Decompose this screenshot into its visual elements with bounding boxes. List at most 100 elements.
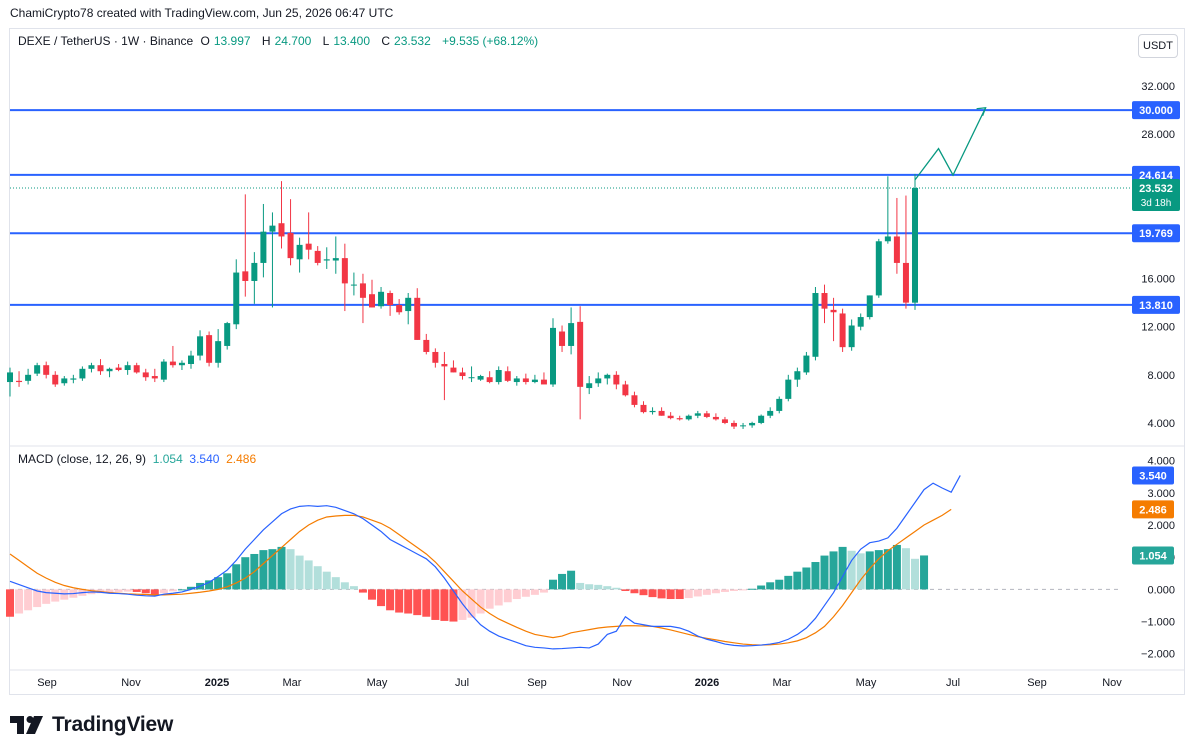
macd-histogram-bar <box>503 589 512 603</box>
candle-body <box>206 335 213 363</box>
macd-histogram-bar <box>177 589 186 591</box>
candle-body <box>640 404 647 413</box>
candle-body <box>260 231 267 263</box>
macd-histogram-bar <box>259 550 268 590</box>
candle-body <box>16 380 23 383</box>
candle-body <box>803 355 810 373</box>
macd-histogram-bar <box>214 577 223 590</box>
candle-body <box>902 262 909 303</box>
macd-histogram-bar <box>720 589 729 592</box>
macd-histogram-bar <box>530 589 539 595</box>
macd-histogram-bar <box>594 584 603 590</box>
level-label: 24.614 <box>1139 170 1174 182</box>
macd-histogram-bar <box>295 555 304 590</box>
last-price-label: 23.532 <box>1139 183 1173 195</box>
macd-histogram-bar <box>549 579 557 590</box>
macd-histogram-bar <box>42 589 51 604</box>
macd-histogram-bar <box>693 589 702 597</box>
time-axis-tick: 2025 <box>205 677 229 689</box>
macd-histogram-bar <box>33 589 42 608</box>
macd-histogram-bar <box>666 589 675 600</box>
currency-unit-button[interactable]: USDT <box>1138 34 1178 58</box>
price-axis-tick: 4.000 <box>1147 418 1175 430</box>
candle-body <box>387 293 394 306</box>
macd-hist-value: 1.054 <box>152 452 183 466</box>
tradingview-logo[interactable]: TradingView <box>10 712 173 738</box>
macd-histogram-bar <box>413 589 422 616</box>
symbol-title[interactable]: DEXE / TetherUS · 1W · Binance <box>18 34 194 48</box>
candle-body <box>52 374 59 385</box>
low-number: 13.400 <box>333 34 371 48</box>
candle-body <box>848 325 855 348</box>
candle-body <box>495 370 502 383</box>
macd-axis-tick: −2.000 <box>1141 649 1175 661</box>
histogram-label: 1.054 <box>1139 550 1167 562</box>
time-axis-tick: May <box>367 677 388 689</box>
candle-body <box>332 258 339 261</box>
symbol-legend[interactable]: DEXE / TetherUS · 1W · Binance O 13.997 H… <box>18 34 542 48</box>
chart-canvas[interactable]: 32.00028.00024.00020.00016.00012.0008.00… <box>0 0 1195 700</box>
macd-histogram-bar <box>657 589 666 599</box>
macd-histogram-bar <box>476 589 485 614</box>
candle-body <box>151 376 158 379</box>
candle-body <box>559 331 566 346</box>
macd-histogram-bar <box>639 589 648 596</box>
macd-histogram-bar <box>874 550 883 590</box>
macd-histogram-bar <box>431 589 440 620</box>
signal-line <box>9 508 952 646</box>
candle-body <box>34 365 41 374</box>
macd-histogram-bar <box>386 589 395 611</box>
candle-body <box>893 236 900 263</box>
close-value: C 23.532 <box>381 34 434 48</box>
macd-histogram-bar <box>576 582 585 590</box>
open-value: O 13.997 <box>201 34 255 48</box>
macd-histogram-bar <box>539 589 548 593</box>
candle-body <box>314 250 321 263</box>
candle-body <box>884 236 891 242</box>
candle-body <box>658 410 665 416</box>
macd-histogram-bar <box>377 589 386 607</box>
candle-body <box>396 305 403 313</box>
candle-body <box>7 372 13 383</box>
macd-legend[interactable]: MACD (close, 12, 26, 9) 1.054 3.540 2.48… <box>18 452 256 466</box>
candle-body <box>821 293 828 309</box>
candle-body <box>776 398 783 411</box>
macd-histogram-bar <box>404 589 413 614</box>
macd-histogram-bar <box>521 589 530 597</box>
candle-body <box>450 367 457 373</box>
macd-histogram-bar <box>730 589 738 591</box>
time-axis-tick: Nov <box>121 677 141 689</box>
time-axis-tick: Jul <box>946 677 960 689</box>
macd-histogram-bar <box>159 589 168 594</box>
macd-line-value: 3.540 <box>189 452 220 466</box>
level-label-box <box>1132 101 1180 120</box>
macd-histogram-bar <box>313 566 322 590</box>
macd-title[interactable]: MACD (close, 12, 26, 9) <box>18 452 147 466</box>
candle-body <box>441 363 448 367</box>
histogram-label-box <box>1132 546 1174 565</box>
candle-body <box>540 379 547 385</box>
time-axis-tick: Nov <box>612 677 632 689</box>
macd-histogram-bar <box>331 577 340 590</box>
candle-body <box>866 295 873 318</box>
macd-axis-tick: 2.000 <box>1147 520 1175 532</box>
candle-body <box>857 317 864 327</box>
macd-histogram-bar <box>187 586 195 590</box>
macd-histogram-bar <box>150 589 159 595</box>
candle-body <box>550 327 556 385</box>
macd-histogram-bar <box>748 588 757 590</box>
low-label: L <box>322 34 330 48</box>
candle-body <box>839 313 846 348</box>
macd-histogram-bar <box>24 589 33 611</box>
macd-histogram-bar <box>304 560 313 590</box>
candle-body <box>432 351 439 363</box>
macd-histogram-bar <box>711 589 720 594</box>
macd-histogram-bar <box>205 580 214 590</box>
candle-body <box>215 341 222 363</box>
candle-body <box>160 361 167 380</box>
candle-body <box>531 379 538 383</box>
macd-histogram-bar <box>829 551 838 590</box>
candle-body <box>513 378 520 383</box>
candle-body <box>649 410 656 413</box>
candle-body <box>595 378 602 384</box>
